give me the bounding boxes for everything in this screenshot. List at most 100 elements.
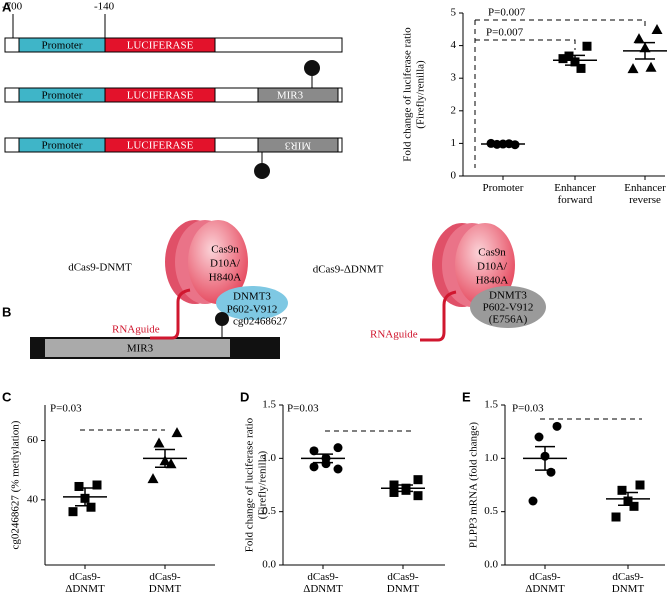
data-point: [309, 446, 319, 456]
x-tick-label: dCas9-DNMT: [386, 571, 420, 595]
data-point: [68, 507, 78, 517]
data-point: [651, 23, 663, 34]
data-point: [645, 61, 657, 72]
y-axis-label: cg02468627 (% methylation): [10, 420, 22, 549]
cas9-label: H840A: [209, 272, 241, 284]
dnmt3-label: DNMT3: [489, 290, 527, 302]
x-tick-label: dCas9-DNMT: [611, 571, 645, 595]
panel-label: E: [462, 389, 471, 404]
y-tick-label: 0.5: [262, 505, 276, 517]
dcas9-ddnmt-diagram: Cas9n D10A/ H840A DNMT3 P602-V912 (E756A…: [313, 223, 546, 342]
data-point: [528, 496, 538, 506]
x-tick-label: dCas9-ΔDNMT: [303, 571, 343, 595]
data-point: [546, 467, 556, 477]
x-tick-label: dCas9-ΔDNMT: [65, 571, 105, 595]
y-axis-label: PLPP3 mRNA (fold change): [468, 422, 480, 549]
cas9-label: Cas9n: [478, 247, 506, 259]
luciferase-box: [104, 87, 216, 103]
p-value: P=0.007: [488, 7, 526, 19]
y-tick-label: 2: [451, 104, 457, 116]
data-point: [333, 443, 343, 453]
promoter-label: Promoter: [42, 140, 83, 152]
dcas9-dnmt-diagram: MIR3 Cas9n D10A/ H840A DNMT3 P602-V912 c…: [30, 220, 288, 359]
cpg-site: [254, 163, 270, 179]
mutation-label: (E756A): [489, 314, 528, 326]
data-point: [534, 432, 544, 442]
x-tick-label: Enhancer forward: [554, 182, 596, 206]
data-point: [635, 480, 645, 490]
dnmt3-dead: [470, 286, 546, 328]
data-point: [147, 473, 159, 484]
x-tick-label: dCas9-DNMT: [148, 571, 182, 595]
luciferase-box: [104, 137, 216, 153]
data-point: [413, 475, 423, 485]
guide-label: RNAguide: [370, 329, 418, 341]
enhancer-label: MIR3: [277, 90, 304, 102]
y-axis-label: (Firefly/renilla): [257, 450, 269, 519]
data-point: [576, 63, 586, 73]
data-point: [413, 491, 423, 501]
guide-rna: [150, 288, 191, 340]
x-tick-label: dCas9-ΔDNMT: [525, 571, 565, 595]
data-point: [629, 501, 639, 511]
data-point: [92, 480, 102, 490]
p-value: P=0.03: [512, 403, 544, 415]
y-tick-label: 0.0: [262, 559, 276, 571]
position-label: -140: [94, 1, 115, 13]
cas9-label: D10A/: [210, 258, 241, 270]
data-point: [153, 437, 165, 448]
data-point: [627, 63, 639, 74]
dnmt3-label: P602-V912: [483, 302, 534, 314]
y-axis-label: Fold change of luciferase ratio: [244, 417, 256, 552]
promoter-label: Promoter: [42, 90, 83, 102]
y-tick-label: 0: [451, 170, 457, 182]
cpg-site: [304, 60, 320, 76]
position-label: -700: [2, 1, 23, 13]
y-axis-label: Fold change of luciferase ratio: [402, 27, 414, 162]
panel-label: C: [2, 389, 12, 404]
y-tick-label: 60: [27, 434, 39, 446]
data-point: [558, 54, 568, 64]
cpg-label: cg02468627: [233, 316, 288, 328]
data-point: [171, 427, 183, 438]
data-point: [333, 464, 343, 474]
data-point: [401, 485, 411, 495]
construct-name: dCas9-DNMT: [68, 262, 132, 274]
y-tick-label: 0.5: [484, 505, 498, 517]
promoter-label: Promoter: [42, 40, 83, 52]
data-point: [617, 485, 627, 495]
data-point: [611, 512, 621, 522]
y-tick-label: 5: [451, 7, 457, 19]
p-value: P=0.03: [287, 403, 319, 415]
p-value: P=0.03: [50, 403, 82, 415]
data-point: [552, 421, 562, 431]
y-tick-label: 40: [27, 493, 39, 505]
guide-rna: [420, 290, 457, 342]
panel-label: D: [240, 389, 249, 404]
dnmt3: [216, 286, 288, 320]
data-point: [389, 487, 399, 497]
y-tick-label: 4: [451, 39, 457, 51]
significance-line: [475, 39, 576, 50]
enhancer-label: MIR3: [127, 343, 154, 355]
p-value: P=0.007: [486, 27, 524, 39]
y-tick-label: 1.5: [262, 399, 276, 411]
construct-name: dCas9-ΔDNMT: [313, 264, 384, 276]
y-tick-label: 1.0: [262, 452, 276, 464]
luciferase-label: LUCIFERASE: [127, 40, 194, 52]
luciferase-label: LUCIFERASE: [127, 140, 194, 152]
y-tick-label: 1.5: [484, 399, 498, 411]
cas9-label: H840A: [476, 275, 508, 287]
y-tick-label: 3: [451, 72, 457, 84]
enhancer-label: MIR3: [284, 139, 311, 151]
data-point: [309, 462, 319, 472]
guide-label: RNAguide: [112, 324, 160, 336]
data-point: [74, 481, 84, 491]
data-point: [582, 41, 592, 51]
panel-label: A: [2, 0, 12, 14]
luciferase-label: LUCIFERASE: [127, 90, 194, 102]
significance-line: [475, 19, 646, 30]
luciferase-box: [104, 37, 216, 53]
y-tick-label: 1.0: [484, 452, 498, 464]
